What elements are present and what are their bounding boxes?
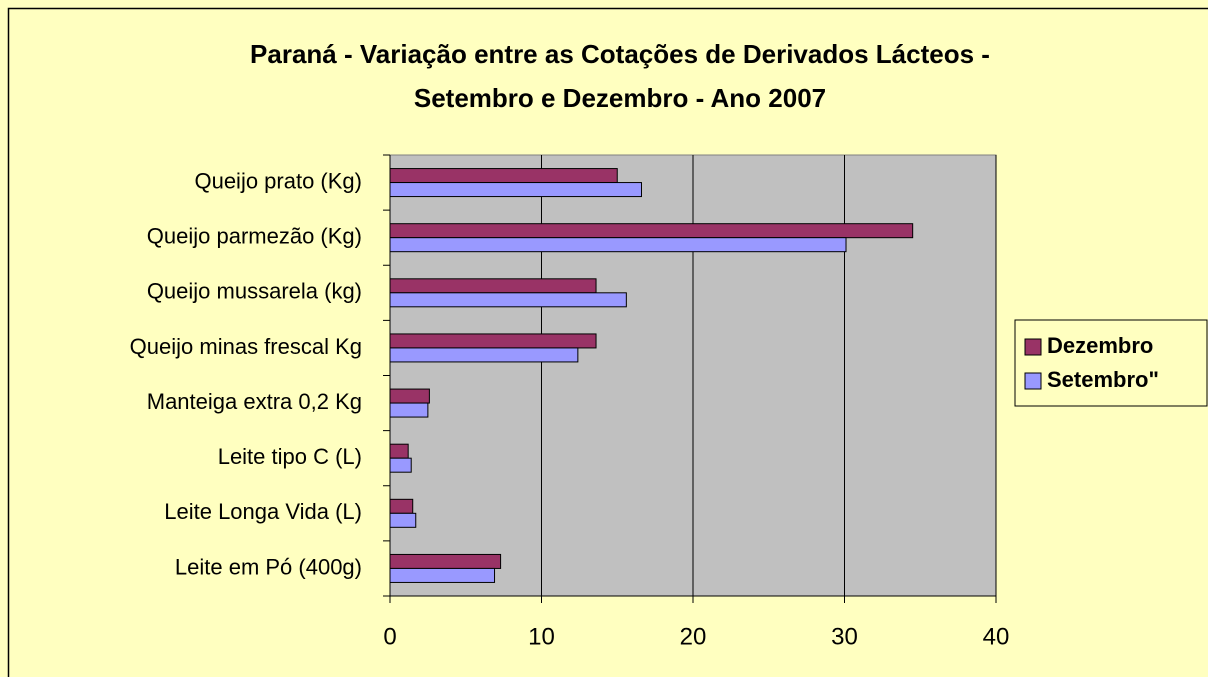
y-tick-label: Leite tipo C (L)	[218, 444, 362, 469]
x-tick-label: 30	[831, 623, 858, 650]
legend-swatch	[1024, 372, 1042, 390]
legend-label: Dezembro	[1047, 333, 1153, 358]
bar	[389, 168, 618, 184]
y-tick-label: Queijo minas frescal Kg	[130, 334, 362, 359]
bar	[389, 567, 496, 583]
x-tick-label: 20	[680, 623, 707, 650]
bar	[389, 223, 914, 239]
bar	[389, 292, 627, 308]
y-tick-label: Queijo parmezão (Kg)	[147, 224, 362, 249]
y-tick-label: Leite Longa Vida (L)	[164, 499, 362, 524]
bar	[389, 278, 597, 294]
legend-swatch	[1024, 338, 1042, 356]
bar	[389, 347, 579, 363]
y-tick-label: Queijo prato (Kg)	[194, 168, 362, 193]
bar	[389, 512, 417, 528]
x-tick-label: 0	[383, 623, 396, 650]
x-tick-label: 10	[528, 623, 555, 650]
chart-title: Setembro e Dezembro - Ano 2007	[414, 83, 826, 113]
bar	[389, 402, 429, 418]
bar	[389, 388, 430, 404]
bar	[389, 237, 847, 253]
bar	[389, 553, 502, 569]
bar	[389, 333, 597, 349]
chart-border	[7, 7, 1208, 677]
x-tick-label: 40	[983, 623, 1010, 650]
bar	[389, 457, 412, 473]
bar	[389, 443, 409, 459]
bar	[389, 182, 642, 198]
legend-label: Setembro"	[1047, 367, 1159, 392]
y-tick-label: Leite em Pó (400g)	[175, 554, 362, 579]
legend	[1014, 319, 1208, 407]
y-tick-label: Queijo mussarela (kg)	[147, 279, 362, 304]
chart-title: Paraná - Variação entre as Cotações de D…	[250, 39, 990, 69]
y-tick-label: Manteiga extra 0,2 Kg	[147, 389, 362, 414]
bar	[389, 498, 414, 514]
